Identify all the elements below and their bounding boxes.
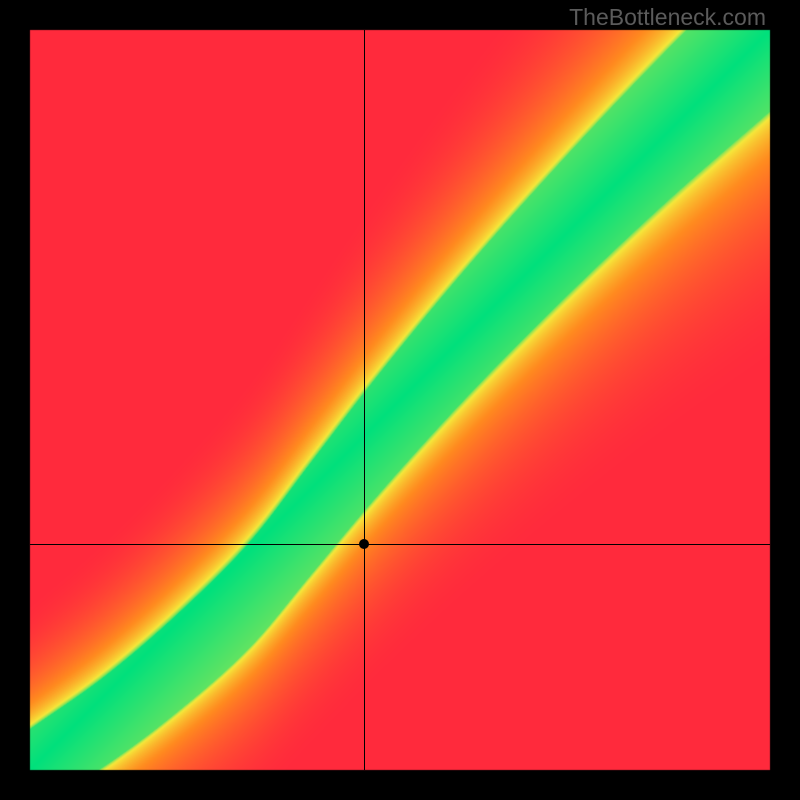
crosshair-horizontal	[30, 544, 770, 545]
chart-container: TheBottleneck.com	[0, 0, 800, 800]
bottleneck-heatmap	[0, 0, 800, 800]
crosshair-vertical	[364, 30, 365, 770]
